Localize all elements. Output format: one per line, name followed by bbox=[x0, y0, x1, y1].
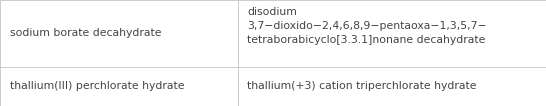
Text: thallium(III) perchlorate hydrate: thallium(III) perchlorate hydrate bbox=[10, 81, 185, 91]
Text: thallium(+3) cation triperchlorate hydrate: thallium(+3) cation triperchlorate hydra… bbox=[247, 81, 477, 91]
Text: disodium
3,7−dioxido−2,4,6,8,9−pentaoxa−1,3,5,7−
tetraborabicyclo[3.3.1]nonane d: disodium 3,7−dioxido−2,4,6,8,9−pentaoxa−… bbox=[247, 7, 487, 45]
Text: sodium borate decahydrate: sodium borate decahydrate bbox=[10, 28, 161, 38]
